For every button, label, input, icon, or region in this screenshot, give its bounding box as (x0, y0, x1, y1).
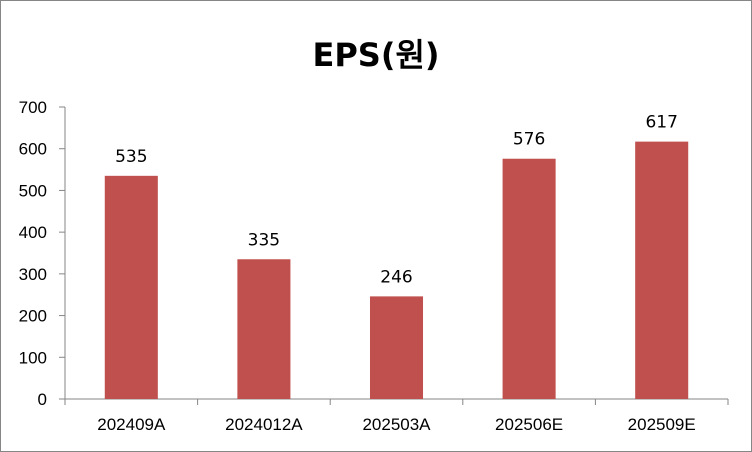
data-label: 246 (380, 267, 412, 287)
bar (104, 175, 158, 399)
x-tick-label: 202503A (362, 415, 431, 434)
y-tick-label: 400 (19, 223, 47, 242)
y-tick-label: 0 (38, 390, 47, 409)
x-tick-label: 202506E (495, 415, 563, 434)
x-tick-label: 2024012A (225, 415, 303, 434)
y-tick-label: 300 (19, 265, 47, 284)
data-label: 535 (115, 147, 147, 167)
bar (369, 296, 424, 399)
bar (237, 259, 291, 399)
data-label: 617 (645, 113, 677, 133)
y-tick-label: 200 (19, 307, 47, 326)
data-label: 335 (248, 230, 280, 250)
y-tick-label: 500 (19, 181, 47, 200)
bar (502, 158, 556, 399)
data-label: 576 (513, 130, 545, 150)
x-tick-label: 202409A (97, 415, 166, 434)
x-tick-label: 202509E (628, 415, 696, 434)
y-tick-label: 100 (19, 348, 47, 367)
bar (635, 141, 689, 399)
y-tick-label: 700 (19, 98, 47, 117)
chart-title: EPS(원) (312, 36, 440, 74)
y-tick-label: 600 (19, 140, 47, 159)
